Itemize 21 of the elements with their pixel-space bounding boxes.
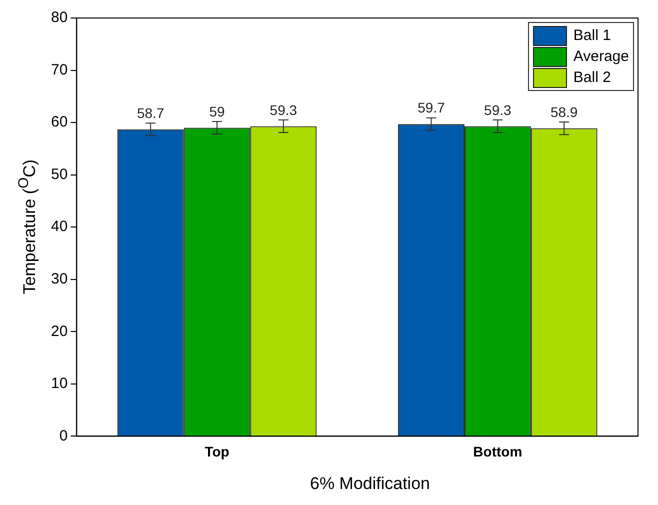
legend-label: Ball 1 [573,27,611,44]
data-label: 59.3 [484,102,512,118]
data-label: 59 [209,103,226,120]
legend-label: Ball 2 [573,69,611,86]
data-label: 59.7 [418,100,446,116]
y-tick-label: 50 [50,166,68,183]
y-tick-label: 60 [50,114,68,131]
y-tick-label: 20 [50,322,68,340]
y-tick-label: 80 [50,9,68,26]
legend-label: Average [573,48,629,65]
x-tick-label: Top [204,443,230,460]
data-label: 58.9 [550,104,578,120]
y-tick-label: 70 [50,61,68,78]
y-tick-label: 40 [50,218,68,236]
data-label: 59.3 [270,102,298,118]
y-tick-label: 30 [50,270,68,288]
x-axis-title: 6% Modification [308,474,431,494]
y-tick-label: 0 [59,427,68,444]
x-tick-label: Bottom [473,443,522,460]
y-tick-label: 10 [50,375,68,392]
data-label: 58.7 [136,104,164,121]
